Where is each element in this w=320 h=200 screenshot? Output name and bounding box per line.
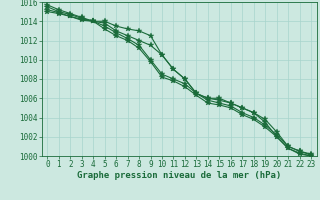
X-axis label: Graphe pression niveau de la mer (hPa): Graphe pression niveau de la mer (hPa) [77,171,281,180]
